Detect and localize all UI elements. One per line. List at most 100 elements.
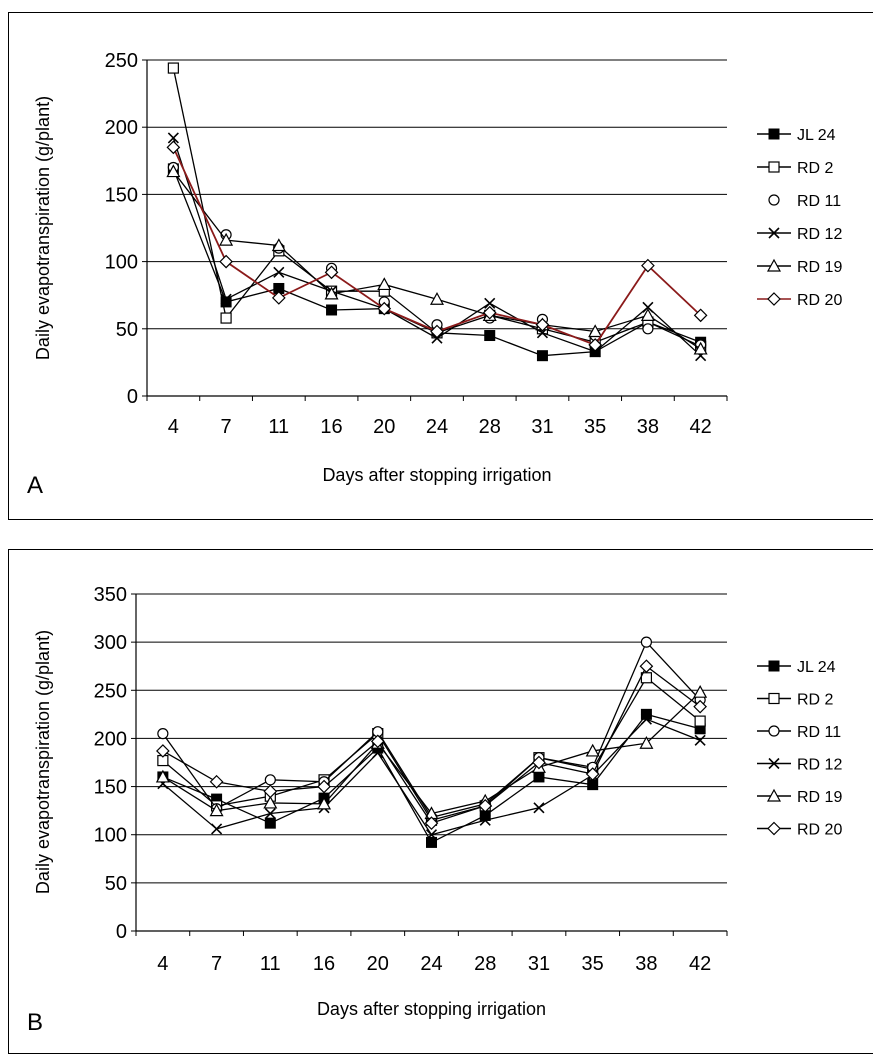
chart-b-x-tick-label: 35 [582, 953, 604, 975]
chart-a-legend-entry: RD 11 [768, 193, 841, 210]
chart-b-data-point [317, 796, 332, 810]
chart-b-y-tick-label: 150 [94, 777, 127, 799]
chart-a-data-point [484, 297, 496, 309]
chart-a-data-point [641, 258, 655, 273]
chart-a-legend-label: RD 20 [797, 292, 842, 309]
chart-b-legend-label: RD 19 [797, 789, 842, 806]
chart-a-legend-entry: RD 2 [757, 160, 834, 177]
chart-a-data-point [220, 312, 232, 324]
chart-b-series-rd-11 [157, 636, 706, 823]
chart-a-data-point [484, 330, 496, 342]
chart-a-data-point [220, 296, 232, 308]
chart-b-legend-label: RD 11 [797, 724, 841, 741]
chart-a-legend-label: RD 11 [797, 193, 841, 210]
chart-b-legend-label: RD 12 [797, 757, 842, 774]
chart-a-legend-marker [768, 128, 780, 140]
chart-a-svg: 0 50 100 150 200 250 4 7 11 16 20 24 28 31 35 38 42 Days … [27, 50, 842, 499]
chart-b-data-point [694, 734, 706, 746]
chart-a-y-tick-label: 200 [105, 117, 138, 139]
chart-b-data-point [370, 734, 385, 749]
chart-b-x-tick-label: 38 [635, 953, 657, 975]
chart-b-data-point [533, 802, 545, 814]
chart-b-svg: 0 50 100 150 200 250 300 350 4 7 11 16 20 24 28 31 35 38 4… [27, 584, 842, 1036]
chart-a-x-tick-label: 28 [479, 416, 501, 438]
chart-a-data-point [642, 301, 654, 313]
chart-b-x-axis-title: Days after stopping irrigation [317, 999, 546, 1019]
chart-a-legend-marker [768, 227, 780, 239]
chart-b-x-tick-label: 4 [157, 953, 168, 975]
chart-a-legend-marker [766, 258, 782, 272]
chart-a-data-point [271, 291, 286, 305]
chart-b-data-point [264, 817, 276, 829]
chart-a-data-point [167, 132, 179, 144]
chart-a-legend-entry: JL 24 [757, 127, 836, 144]
chart-a-x-tick-label: 38 [637, 416, 659, 438]
chart-b-data-point [209, 803, 224, 817]
chart-a-legend-entry: RD 12 [757, 226, 842, 243]
chart-b-x-tick-label: 28 [474, 953, 496, 975]
chart-a-x-tick-label: 7 [221, 416, 232, 438]
chart-a-data-point [482, 305, 497, 320]
chart-a-data-point [535, 317, 550, 332]
chart-b-data-point [263, 795, 278, 809]
chart-a-x-axis-title: Days after stopping irrigation [322, 465, 551, 485]
chart-b-legend-label: JL 24 [797, 659, 836, 676]
chart-a-legend-label: RD 19 [797, 259, 842, 276]
chart-b-data-point [639, 659, 654, 674]
chart-b-y-tick-label: 0 [116, 921, 127, 943]
chart-a-legend-entry: RD 19 [757, 258, 842, 276]
chart-b-legend-marker [768, 660, 780, 672]
chart-a-data-point [273, 266, 285, 278]
chart-a-data-point [220, 293, 232, 305]
chart-a-x-tick-label: 4 [168, 416, 179, 438]
chart-b-data-point [157, 728, 169, 740]
chart-a-x-tick-label: 16 [320, 416, 342, 438]
chart-b-x-tick-label: 16 [313, 953, 335, 975]
chart-a-data-point [693, 308, 708, 323]
chart-b-data-point [693, 699, 707, 714]
chart-b-legend-marker [766, 788, 782, 802]
chart-b-y-axis-title: Daily evapotranspiration (g/plant) [33, 630, 53, 894]
chart-b-series-line [162, 665, 701, 824]
chart-a-data-point [324, 286, 339, 300]
chart-b-x-tick-label: 24 [420, 953, 442, 975]
chart-b-data-point [640, 713, 652, 725]
chart-panel-a: 0 50 100 150 200 250 4 7 11 16 20 24 28 31 35 38 42 Days … [8, 12, 873, 520]
chart-b-data-point [426, 836, 437, 848]
chart-a-x-tick-label: 42 [690, 416, 712, 438]
chart-b-legend-label: RD 2 [797, 692, 834, 709]
chart-b-legend-entry: RD 20 [757, 822, 842, 839]
chart-b-x-tick-label: 7 [211, 953, 222, 975]
chart-a-data-point [271, 238, 286, 252]
chart-b-data-point [533, 771, 545, 783]
chart-b-legend-marker [768, 725, 780, 737]
chart-b-y-tick-label: 100 [94, 825, 127, 847]
chart-b-data-point [693, 684, 708, 698]
chart-b-legend-label: RD 20 [797, 822, 842, 839]
chart-b-x-tick-label: 20 [367, 953, 389, 975]
chart-b-data-point [585, 767, 600, 781]
chart-b-legend-marker [768, 757, 780, 770]
chart-b-data-point [264, 774, 276, 786]
chart-b-x-tick-label: 11 [260, 953, 281, 975]
chart-a-x-tick-label: 31 [531, 416, 553, 438]
chart-a-data-point [588, 324, 603, 338]
chart-a-gridlines [147, 59, 727, 330]
chart-a-panel-label: A [27, 472, 43, 499]
chart-b-y-tick-label: 250 [94, 680, 127, 702]
chart-b-data-point [264, 807, 276, 820]
chart-a-data-point [429, 291, 445, 305]
chart-b-y-tick-label: 200 [94, 728, 127, 750]
chart-b-legend-entry: RD 11 [757, 724, 841, 741]
chart-a-x-tick-label: 11 [268, 416, 289, 438]
chart-b-y-tick-label: 300 [94, 632, 127, 654]
chart-a-data-point [219, 254, 233, 269]
chart-a-y-tick-label: 250 [105, 50, 138, 72]
chart-b-data-point [585, 743, 600, 757]
chart-a-data-point [693, 341, 708, 355]
chart-a-x-tick-label: 20 [373, 416, 395, 438]
chart-b-gridlines [136, 593, 727, 884]
chart-b-series-rd-12 [157, 713, 706, 841]
chart-a-y-axis-title: Daily evapotranspiration (g/plant) [33, 96, 53, 360]
chart-b-data-point [587, 779, 599, 791]
